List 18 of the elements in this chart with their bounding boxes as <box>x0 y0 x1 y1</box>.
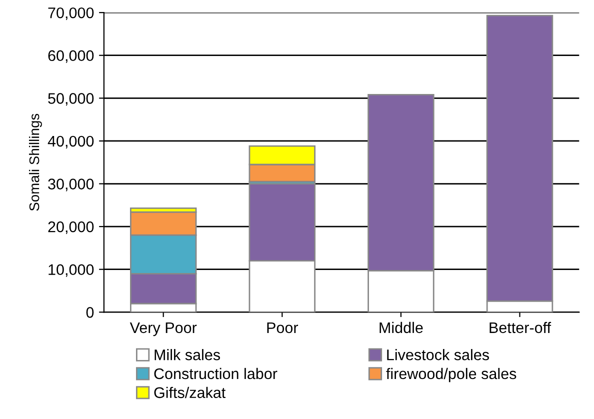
x-tick-label: Poor <box>267 322 298 334</box>
y-tick-label: 20,000 <box>48 221 94 234</box>
x-tick-label: Better-off <box>490 322 552 334</box>
y-tick-label: 0 <box>86 307 94 318</box>
y-tick-label: 40,000 <box>48 136 94 148</box>
y-tick-label: 30,000 <box>48 178 94 192</box>
legend-label: Construction labor <box>154 368 278 380</box>
x-tick-label: Middle <box>380 322 423 334</box>
y-axis-title: Somali Shillings <box>29 114 42 211</box>
x-tick-label: Very Poor <box>130 322 197 336</box>
y-tick-label: 70,000 <box>48 7 94 20</box>
legend-label: Milk sales <box>154 349 220 360</box>
y-tick-label: 10,000 <box>48 264 94 277</box>
legend-label: Livestock sales <box>387 349 489 360</box>
y-tick-label: 60,000 <box>48 50 94 63</box>
legend-label: firewood/pole sales <box>386 368 516 382</box>
legend-label: Gifts/zakat <box>154 386 226 398</box>
y-tick-label: 50,000 <box>48 93 94 106</box>
